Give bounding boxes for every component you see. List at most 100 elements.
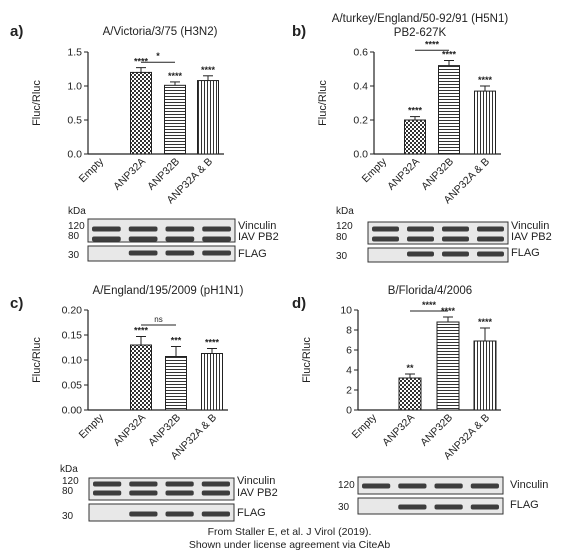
blot-band [93, 490, 122, 496]
y-tick-label: 1.0 [67, 81, 82, 93]
panel-title: A/Victoria/3/75 (H3N2) [103, 26, 218, 38]
panel-b: b) A/turkey/England/50-92/91 (H5N1) PB2-62… [292, 13, 552, 263]
x-tick-label: ANP32B [418, 412, 455, 449]
y-tick-label: 0.05 [62, 380, 83, 392]
bar [164, 84, 186, 155]
y-tick-label: 4 [346, 365, 352, 377]
blot-band [434, 483, 463, 489]
kda-marker: 80 [62, 486, 74, 497]
significance-label: **** [205, 338, 220, 348]
western-blot: 120 30 Vinculin FLAG [338, 476, 548, 515]
panel-label: d) [292, 295, 306, 312]
panel-label: a) [10, 23, 23, 40]
blot-band [434, 504, 463, 510]
footer-line-1: From Staller E, et al. J Virol (2019). [207, 526, 372, 538]
blot-band [407, 226, 434, 232]
blot-row-label: FLAG [237, 507, 266, 519]
kda-marker: 30 [62, 511, 74, 522]
blot-band [442, 226, 469, 232]
y-tick-label: 8 [346, 325, 352, 337]
bar [404, 119, 426, 155]
blot-row-label: Vinculin [237, 475, 275, 487]
blot-row-label: Vinculin [511, 220, 549, 232]
kda-marker: 120 [338, 480, 355, 491]
kda-marker: 80 [336, 232, 348, 243]
panel-label: c) [10, 295, 23, 312]
kda-marker: 120 [62, 476, 79, 487]
blot-band [129, 481, 158, 487]
kda-marker: 30 [336, 251, 348, 262]
blot-band [165, 226, 195, 232]
panel-c: c) A/England/195/2009 (pH1N1) Fluc/Rluc 0.0… [10, 285, 278, 522]
footer-line-2: Shown under license agreement via CiteAb [188, 539, 391, 551]
blot-strip [88, 503, 235, 522]
blot-band [470, 483, 499, 489]
panel-title: A/England/195/2009 (pH1N1) [93, 285, 244, 297]
bar [201, 353, 223, 411]
kda-marker: 80 [68, 231, 80, 242]
y-tick-label: 0.15 [62, 330, 83, 342]
bar [436, 321, 460, 411]
kda-header: kDa [60, 464, 78, 475]
bar [130, 344, 152, 411]
figure-footer: From Staller E, et al. J Virol (2019). S… [0, 526, 579, 552]
blot-band [372, 236, 399, 242]
y-axis-label: Fluc/Rluc [31, 337, 43, 383]
bar [474, 90, 496, 155]
blot-band [477, 236, 504, 242]
blot-row-label: IAV PB2 [237, 487, 278, 499]
x-tick-label: Empty [350, 411, 380, 441]
blot-band [128, 226, 158, 232]
blot-band [129, 511, 158, 517]
x-tick-label: ANP32A [111, 156, 148, 193]
blot-band [201, 481, 230, 487]
y-tick-label: 2 [346, 385, 352, 397]
blot-band [202, 250, 231, 256]
blot-band [201, 511, 230, 517]
y-tick-label: 0 [346, 405, 352, 417]
blot-strip [357, 497, 504, 515]
blot-band [92, 236, 121, 242]
blot-band [398, 483, 427, 489]
x-tick-label: ANP32A [111, 412, 148, 449]
blot-band [165, 511, 194, 517]
y-tick-label: 10 [340, 305, 352, 317]
y-tick-label: 0.0 [67, 149, 82, 161]
blot-row-label: Vinculin [510, 479, 548, 491]
blot-row-label: Vinculin [238, 220, 276, 232]
panel-title: B/Florida/4/2006 [388, 285, 472, 297]
panel-d: d) B/Florida/4/2006 Fluc/Rluc 0 2 4 6 8 10 Empty *… [292, 285, 548, 515]
kda-header: kDa [68, 206, 86, 217]
blot-band [442, 236, 469, 242]
x-tick-label: ANP32A [385, 156, 422, 193]
kda-marker: 120 [336, 221, 353, 232]
bar [130, 71, 152, 155]
blot-strip [88, 477, 235, 501]
panel-a: a) A/Victoria/3/75 (H3N2) Fluc/Rluc 0.0 0.5 1… [10, 23, 279, 262]
bar [438, 65, 460, 155]
blot-row-label: IAV PB2 [238, 231, 279, 243]
significance-label: **** [408, 106, 423, 116]
blot-band [407, 236, 434, 242]
blot-band [442, 251, 469, 257]
y-tick-label: 0.6 [353, 47, 368, 59]
y-axis-label: Fluc/Rluc [31, 80, 43, 126]
kda-header: kDa [336, 206, 354, 217]
bar [165, 356, 187, 411]
y-tick-label: 0.2 [353, 115, 368, 127]
blot-row-label: FLAG [510, 499, 539, 511]
blot-row-label: IAV PB2 [511, 231, 552, 243]
blot-band [128, 236, 158, 242]
blot-strip [87, 245, 236, 262]
blot-band [129, 490, 158, 496]
blot-band [165, 481, 194, 487]
blot-strip [87, 218, 236, 243]
kda-marker: 120 [68, 221, 85, 232]
kda-marker: 30 [68, 250, 80, 261]
blot-band [202, 236, 231, 242]
blot-band [128, 250, 158, 256]
blot-band [92, 226, 121, 232]
